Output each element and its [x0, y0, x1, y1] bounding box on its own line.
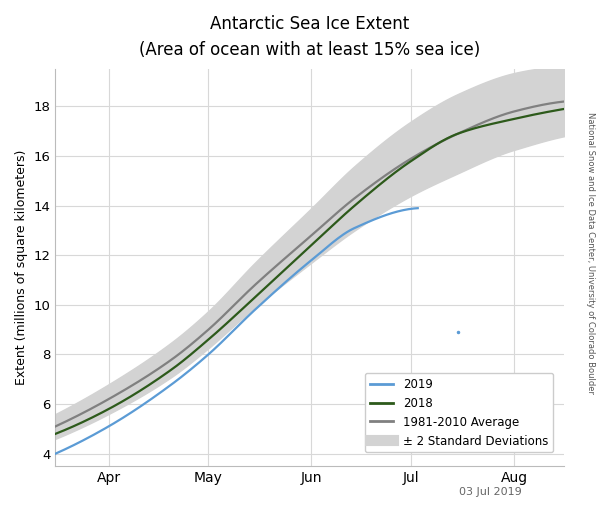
Legend: 2019, 2018, 1981-2010 Average, ± 2 Standard Deviations: 2019, 2018, 1981-2010 Average, ± 2 Stand… [365, 373, 553, 452]
Title: Antarctic Sea Ice Extent
(Area of ocean with at least 15% sea ice): Antarctic Sea Ice Extent (Area of ocean … [139, 15, 481, 60]
Y-axis label: Extent (millions of square kilometers): Extent (millions of square kilometers) [15, 150, 28, 385]
Text: National Snow and Ice Data Center, University of Colorado Boulder: National Snow and Ice Data Center, Unive… [587, 112, 595, 393]
Text: 03 Jul 2019: 03 Jul 2019 [459, 487, 522, 497]
